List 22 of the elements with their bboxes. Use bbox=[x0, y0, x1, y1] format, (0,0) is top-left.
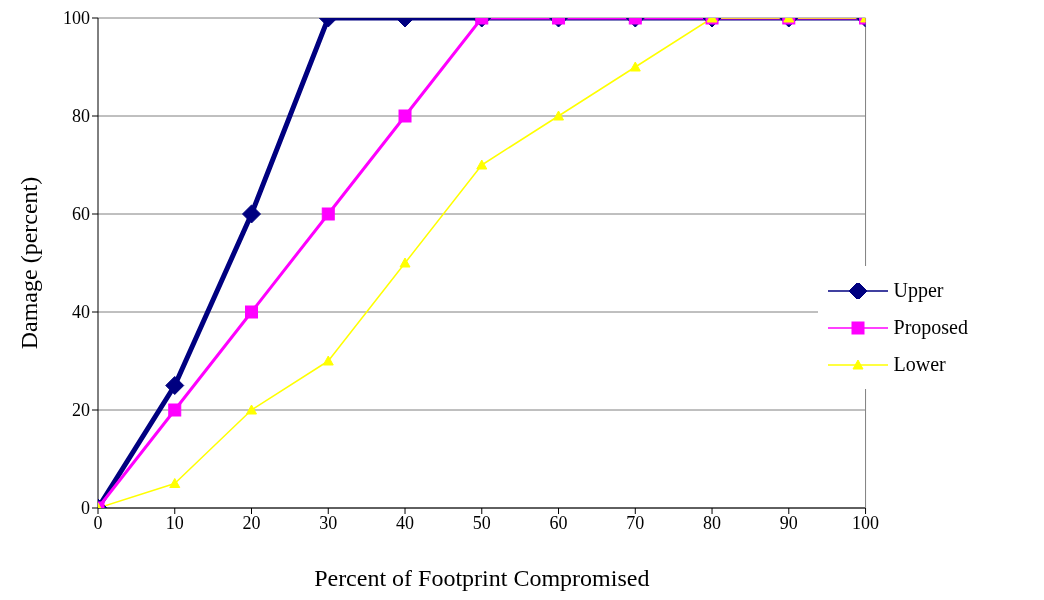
y-tick-label: 80 bbox=[72, 106, 90, 127]
x-axis-title: Percent of Footprint Compromised bbox=[314, 565, 650, 591]
y-tick-label: 40 bbox=[72, 302, 90, 323]
legend-label: Proposed bbox=[893, 316, 968, 339]
y-tick-label: 0 bbox=[81, 498, 90, 519]
x-tick-label: 30 bbox=[319, 512, 338, 533]
x-tick-label: 50 bbox=[472, 512, 491, 533]
x-tick-label: 70 bbox=[626, 512, 645, 533]
x-tick-label: 0 bbox=[93, 512, 103, 533]
x-tick-label: 20 bbox=[242, 512, 261, 533]
x-tick-label: 10 bbox=[165, 512, 184, 533]
x-tick-label: 80 bbox=[703, 512, 722, 533]
x-tick-label: 100 bbox=[852, 512, 880, 533]
x-tick-label: 90 bbox=[779, 512, 798, 533]
y-axis-title: Damage (percent) bbox=[15, 176, 42, 350]
y-tick-label: 100 bbox=[63, 8, 90, 29]
legend-label: Upper bbox=[893, 279, 944, 302]
x-tick-label: 60 bbox=[549, 512, 568, 533]
y-tick-label: 20 bbox=[72, 400, 90, 421]
y-tick-label: 60 bbox=[72, 204, 90, 225]
legend-label: Lower bbox=[893, 353, 946, 376]
x-tick-label: 40 bbox=[396, 512, 415, 533]
